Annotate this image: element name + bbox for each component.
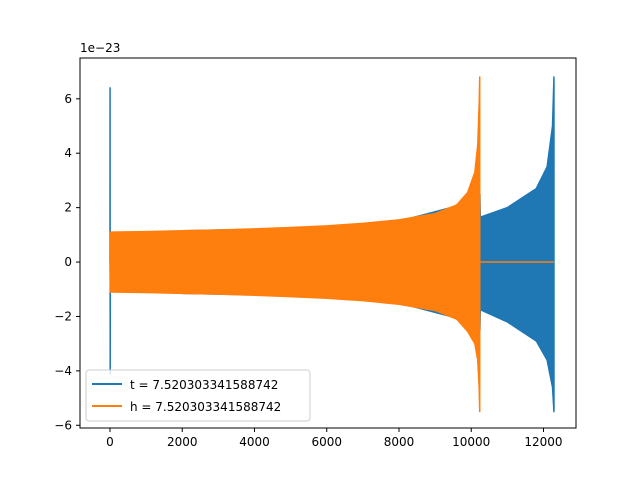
series-layer [109,76,555,413]
legend-box [85,369,311,422]
x-tick-label: 8000 [384,435,415,449]
y-tick-label: 0 [64,255,72,269]
y-tick-label: 4 [64,146,72,160]
legend-label-t: t = 7.520303341588742 [130,378,278,392]
x-tick-label: 6000 [311,435,342,449]
y-tick-label: −4 [54,364,72,378]
y-offset-label: 1e−23 [80,41,120,55]
x-tick-label: 10000 [452,435,490,449]
x-tick-label: 2000 [167,435,198,449]
y-tick-label: −2 [54,309,72,323]
x-axis: 0 2000 4000 6000 8000 10000 12000 [106,428,563,449]
series-h-line [109,76,554,413]
axes-frame [79,57,577,429]
x-tick-label: 0 [106,435,114,449]
legend: t = 7.520303341588742 h = 7.520303341588… [85,369,311,422]
y-tick-label: 2 [64,201,72,215]
y-tick-label: −6 [54,418,72,432]
y-axis: −6 −4 −2 0 2 4 6 [54,92,80,432]
legend-label-h: h = 7.520303341588742 [130,400,281,414]
y-tick-label: 6 [64,92,72,106]
plot-area [79,57,577,429]
x-tick-label: 4000 [239,435,270,449]
x-tick-label: 12000 [524,435,562,449]
